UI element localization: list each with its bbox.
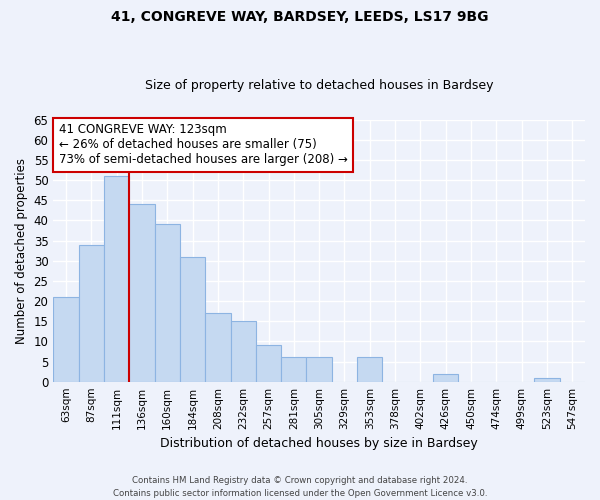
Bar (205, 313, 230, 382)
Y-axis label: Number of detached properties: Number of detached properties (15, 158, 28, 344)
Bar (180, 256, 205, 382)
Bar (129, 204, 155, 382)
Bar (535, 378, 560, 382)
Bar (281, 358, 307, 382)
X-axis label: Distribution of detached houses by size in Bardsey: Distribution of detached houses by size … (160, 437, 478, 450)
Bar (53, 297, 79, 382)
Text: Contains HM Land Registry data © Crown copyright and database right 2024.
Contai: Contains HM Land Registry data © Crown c… (113, 476, 487, 498)
Bar (155, 224, 180, 382)
Bar (357, 358, 382, 382)
Bar (79, 244, 104, 382)
Bar (230, 321, 256, 382)
Text: 41 CONGREVE WAY: 123sqm
← 26% of detached houses are smaller (75)
73% of semi-de: 41 CONGREVE WAY: 123sqm ← 26% of detache… (59, 124, 347, 166)
Title: Size of property relative to detached houses in Bardsey: Size of property relative to detached ho… (145, 79, 493, 92)
Bar (307, 358, 332, 382)
Bar (256, 346, 281, 382)
Bar (104, 176, 129, 382)
Text: 41, CONGREVE WAY, BARDSEY, LEEDS, LS17 9BG: 41, CONGREVE WAY, BARDSEY, LEEDS, LS17 9… (111, 10, 489, 24)
Bar (433, 374, 458, 382)
